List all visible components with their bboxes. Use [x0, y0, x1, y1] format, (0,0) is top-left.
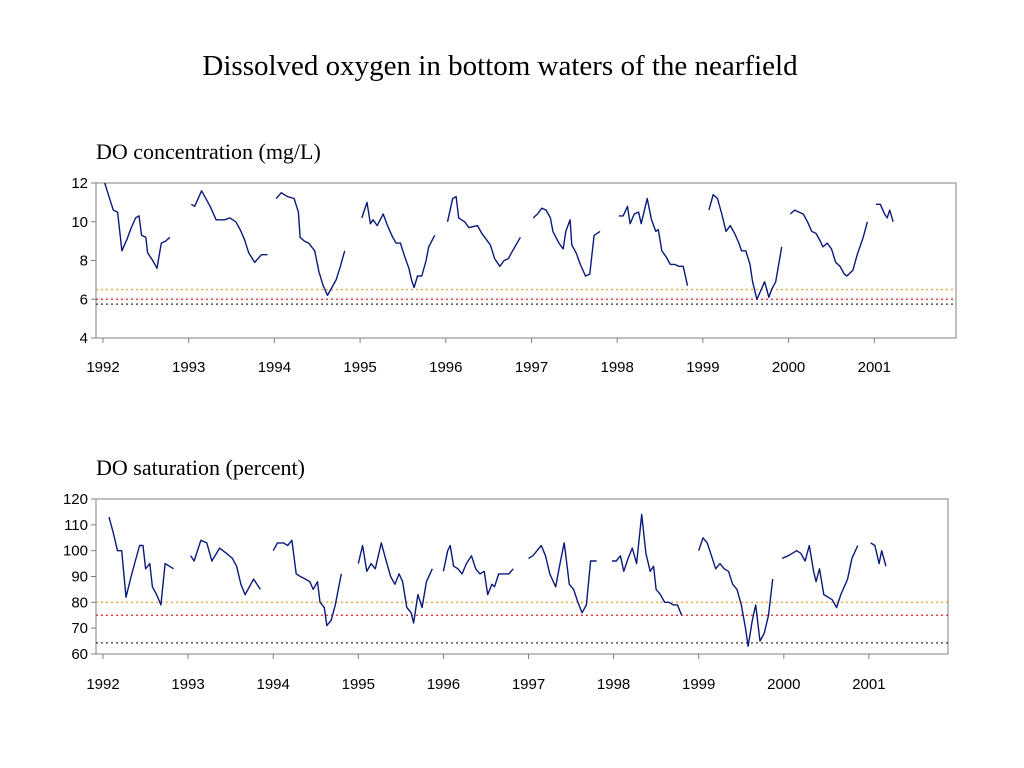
x-tick-label: 1993: [171, 676, 204, 693]
y-tick-label: 60: [71, 646, 88, 663]
series-line: [708, 193, 783, 300]
x-tick-label: 1992: [86, 359, 119, 376]
x-tick-label: 1992: [86, 676, 119, 693]
series-line: [698, 537, 774, 647]
y-tick-label: 12: [71, 175, 88, 192]
y-tick-label: 6: [80, 291, 88, 308]
y-tick-label: 90: [71, 569, 88, 586]
x-tick-label: 1996: [427, 676, 460, 693]
x-tick-label: 2001: [858, 359, 891, 376]
x-tick-label: 1999: [686, 359, 719, 376]
series-line: [532, 207, 601, 277]
y-tick-label: 8: [80, 253, 88, 270]
series-line: [611, 513, 683, 616]
series-line: [442, 544, 514, 596]
x-tick-label: 1999: [682, 676, 715, 693]
y-tick-label: 80: [71, 594, 88, 611]
series-line: [870, 542, 887, 567]
series-line: [446, 195, 522, 267]
y-tick-label: 110: [64, 517, 88, 534]
series-line: [272, 539, 342, 627]
x-tick-label: 2001: [852, 676, 885, 693]
series-line: [361, 201, 436, 289]
x-tick-label: 2000: [767, 676, 800, 693]
series-line: [108, 516, 174, 606]
y-tick-label: 120: [63, 491, 88, 508]
series-line: [876, 203, 894, 223]
x-tick-label: 1997: [512, 676, 545, 693]
x-tick-label: 1995: [343, 359, 376, 376]
series-line: [357, 542, 433, 624]
series-line: [528, 542, 597, 614]
series-line: [104, 182, 171, 269]
x-tick-label: 1993: [172, 359, 205, 376]
x-tick-label: 1998: [597, 676, 630, 693]
series-line: [789, 209, 869, 277]
x-tick-label: 1998: [601, 359, 634, 376]
y-tick-label: 100: [63, 543, 88, 560]
x-tick-label: 1994: [257, 676, 290, 693]
x-tick-label: 2000: [772, 359, 805, 376]
series-line: [781, 544, 859, 609]
series-line: [190, 190, 268, 264]
y-tick-label: 4: [80, 330, 88, 347]
x-tick-label: 1994: [258, 359, 291, 376]
x-tick-label: 1997: [515, 359, 548, 376]
y-tick-label: 70: [71, 620, 88, 637]
x-tick-label: 1995: [342, 676, 375, 693]
series-line: [190, 539, 261, 596]
x-tick-label: 1996: [429, 359, 462, 376]
chart-title-saturation: DO saturation (percent): [96, 455, 305, 480]
main-title: Dissolved oxygen in bottom waters of the…: [202, 50, 798, 82]
series-line: [618, 197, 689, 286]
series-line: [275, 192, 346, 297]
y-tick-label: 10: [71, 214, 88, 231]
chart-title-concentration: DO concentration (mg/L): [96, 139, 321, 164]
